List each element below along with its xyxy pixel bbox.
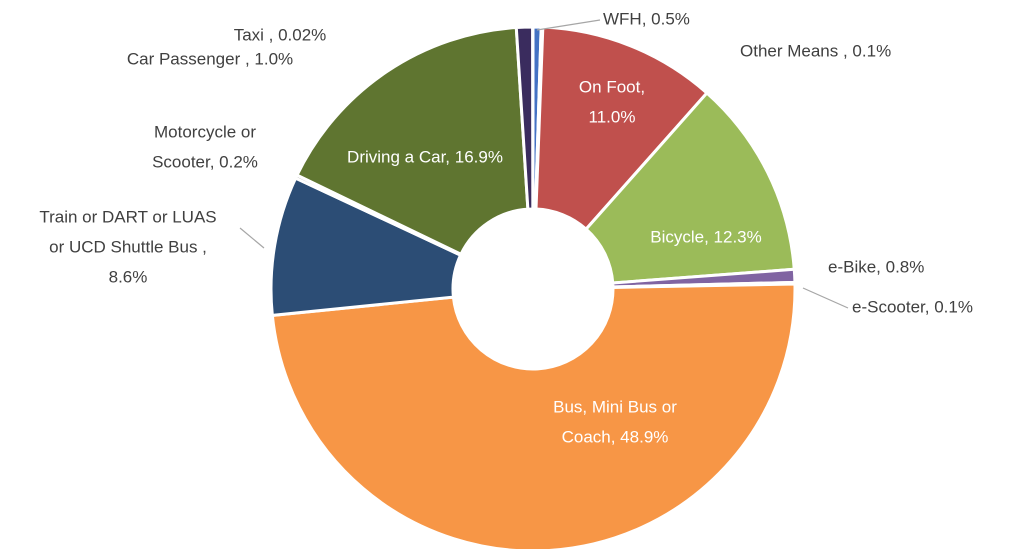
- slice-label: e-Scooter, 0.1%: [852, 297, 973, 316]
- slice-label: On Foot,: [579, 77, 645, 96]
- slice: [534, 25, 710, 232]
- slice-label: Coach, 48.9%: [562, 427, 669, 446]
- slice-label: e-Bike, 0.8%: [828, 257, 924, 276]
- slice-label: Other Means , 0.1%: [740, 41, 891, 60]
- slice-label: 11.0%: [589, 107, 636, 126]
- leader-line: [802, 287, 849, 309]
- slice-label: Bus, Mini Bus or: [553, 397, 677, 416]
- slice: [295, 25, 530, 257]
- slice-label: WFH, 0.5%: [603, 9, 690, 28]
- leader-line: [536, 19, 601, 31]
- slice: [583, 90, 796, 285]
- leader-line: [239, 227, 265, 249]
- slice: [269, 176, 463, 318]
- slice: [270, 282, 797, 549]
- slice-label: Train or DART or LUAS: [39, 207, 216, 226]
- slice-label: 8.6%: [109, 267, 148, 286]
- slice-label: Bicycle, 12.3%: [650, 227, 762, 246]
- slice-label: or UCD Shuttle Bus ,: [49, 237, 207, 256]
- slice-label: Motorcycle or: [154, 122, 256, 141]
- slice-label: Car Passenger , 1.0%: [127, 49, 293, 68]
- slice-label: Taxi , 0.02%: [234, 25, 327, 44]
- slice-label: Scooter, 0.2%: [152, 152, 258, 171]
- slice-label: Driving a Car, 16.9%: [347, 147, 503, 166]
